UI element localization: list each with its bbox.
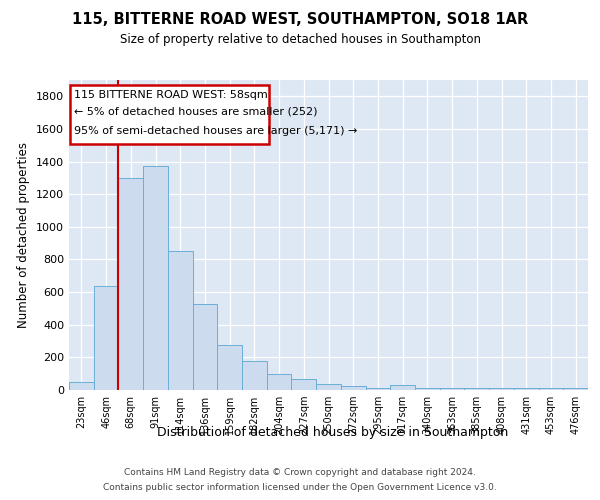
Text: Distribution of detached houses by size in Southampton: Distribution of detached houses by size … [157,426,509,439]
Y-axis label: Number of detached properties: Number of detached properties [17,142,31,328]
Bar [69,382,94,390]
Text: 95% of semi-detached houses are larger (5,171) →: 95% of semi-detached houses are larger (… [74,126,358,136]
Bar [316,384,341,390]
Bar [94,286,118,390]
Bar [193,304,217,390]
Bar [292,380,316,390]
Text: Size of property relative to detached houses in Southampton: Size of property relative to detached ho… [119,32,481,46]
Bar [489,388,514,390]
Bar [143,166,168,390]
Bar [464,388,489,390]
Bar [539,388,563,390]
Bar [563,388,588,390]
Text: 115 BITTERNE ROAD WEST: 58sqm: 115 BITTERNE ROAD WEST: 58sqm [74,90,268,100]
Bar [415,388,440,390]
Bar [267,374,292,390]
Bar [514,388,539,390]
Bar [217,345,242,390]
Bar [242,362,267,390]
Bar [168,252,193,390]
Bar [440,388,464,390]
Bar [341,386,365,390]
Bar [70,85,269,144]
Text: ← 5% of detached houses are smaller (252): ← 5% of detached houses are smaller (252… [74,106,317,116]
Bar [118,178,143,390]
Bar [390,386,415,390]
Bar [365,388,390,390]
Text: 115, BITTERNE ROAD WEST, SOUTHAMPTON, SO18 1AR: 115, BITTERNE ROAD WEST, SOUTHAMPTON, SO… [72,12,528,28]
Text: Contains public sector information licensed under the Open Government Licence v3: Contains public sector information licen… [103,483,497,492]
Text: Contains HM Land Registry data © Crown copyright and database right 2024.: Contains HM Land Registry data © Crown c… [124,468,476,477]
